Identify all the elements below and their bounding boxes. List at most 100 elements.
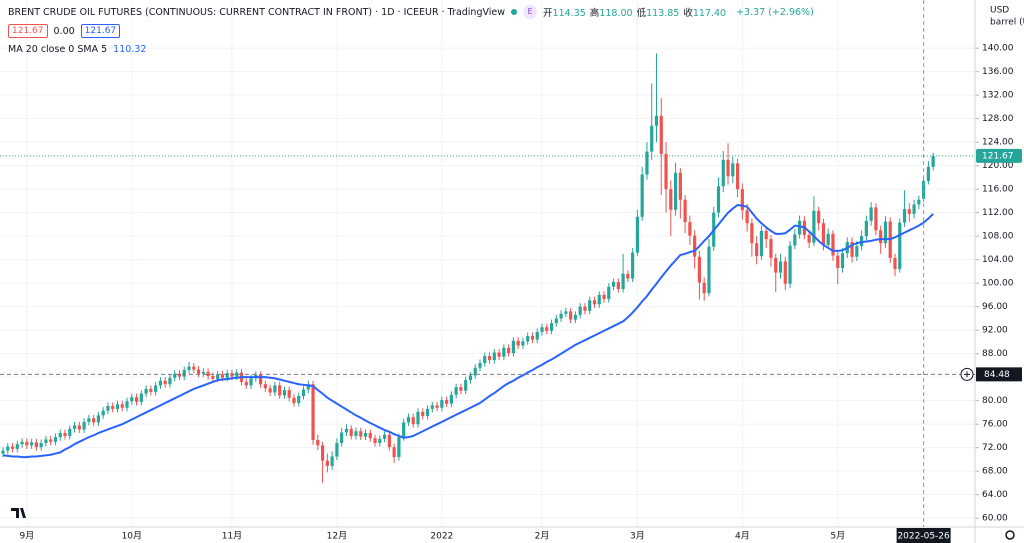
settings-button [1005,530,1015,540]
candle-body [92,418,96,423]
candle-body [258,374,263,385]
candle-body [812,210,816,243]
candle [368,429,372,442]
header-row: BRENT CRUDE OIL FUTURES (CONTINUOUS: CUR… [8,5,818,19]
x-tick-label: 2月 [535,531,550,542]
candle-body [378,438,382,443]
x-tick-label: 5月 [830,531,845,542]
candle-body [883,221,888,244]
candle [163,377,167,388]
candle [669,180,673,237]
candle [316,434,320,451]
candle [149,385,153,396]
candle [301,385,306,400]
candle-body [678,172,682,200]
candle-body [917,199,921,205]
candle [192,363,196,374]
x-tick-label: 12月 [327,531,347,542]
candle-body [406,417,411,423]
candle [177,370,182,381]
candle-body [783,261,787,284]
y-tick-label: 128.00 [982,114,1014,124]
candle-body [855,246,859,257]
candle-body [879,230,883,244]
legend-entry[interactable]: MA 20 close 0 SMA 5 [8,44,108,55]
candle-body [335,442,339,457]
candle-body [10,446,15,449]
candle-body [826,233,830,245]
candle [354,427,358,440]
candle [774,253,778,292]
candle-body [440,400,444,408]
status-dot [511,9,518,15]
candle-body [707,246,711,294]
candle-body [464,380,468,391]
candle-body [106,405,110,411]
candle [297,392,301,407]
candle [416,408,420,428]
candle [182,366,186,381]
badge[interactable]: E [523,5,538,19]
candle [201,368,205,378]
candle [359,427,363,441]
candle [869,202,873,226]
candle [893,253,897,277]
price-row: 121.67 0.00 121.67 [8,24,121,38]
candle-body [535,331,539,340]
candle [15,440,19,453]
candle-body [721,159,725,187]
candle [292,394,296,407]
candle [564,307,568,318]
candle-body [487,356,492,361]
y-tick-label: 92.00 [982,326,1008,336]
candle-body [134,397,139,402]
candle-body [483,356,487,364]
candle-body [516,340,520,346]
candle [282,386,287,399]
candle-body [320,445,325,461]
candle [53,433,58,446]
candle-body [330,456,334,466]
candle-body [349,428,353,436]
candle [492,348,496,364]
candle [540,323,544,336]
candle [6,442,10,455]
candle-body [359,431,363,437]
candle-body [20,441,24,445]
y-tick-label: 108.00 [982,232,1014,242]
candle-body [1,450,5,454]
sell-price[interactable]: 121.67 [8,24,48,38]
candle-body [6,446,10,451]
candle-body [864,220,868,237]
indicator-row: MA 20 close 0 SMA 5 110.32 [8,44,146,55]
candle [807,230,811,248]
candle-body [774,257,778,273]
candle [731,156,735,184]
candle [645,142,649,180]
candle [507,344,511,357]
candle [721,150,725,193]
y-tick-label: 136.00 [982,67,1014,77]
y-tick-label: 96.00 [982,302,1008,312]
buy-price[interactable]: 121.67 [80,24,121,38]
candle-body [583,306,587,311]
candle [626,270,630,283]
candle-body [836,255,840,268]
candle [473,364,477,379]
candle-body [25,441,29,446]
candle-body [907,209,911,214]
candle-body [82,421,86,430]
candle-body [435,405,439,408]
candle-body [874,207,878,231]
candle-body [192,366,196,370]
candle [278,381,282,399]
candle-body [311,384,315,441]
candle-body [693,235,697,257]
y-tick-label: 112.00 [982,208,1014,218]
candle-body [511,340,515,354]
candle-body [645,151,649,175]
candle-body [869,207,873,221]
candle [268,384,272,396]
candle-body [554,318,558,324]
